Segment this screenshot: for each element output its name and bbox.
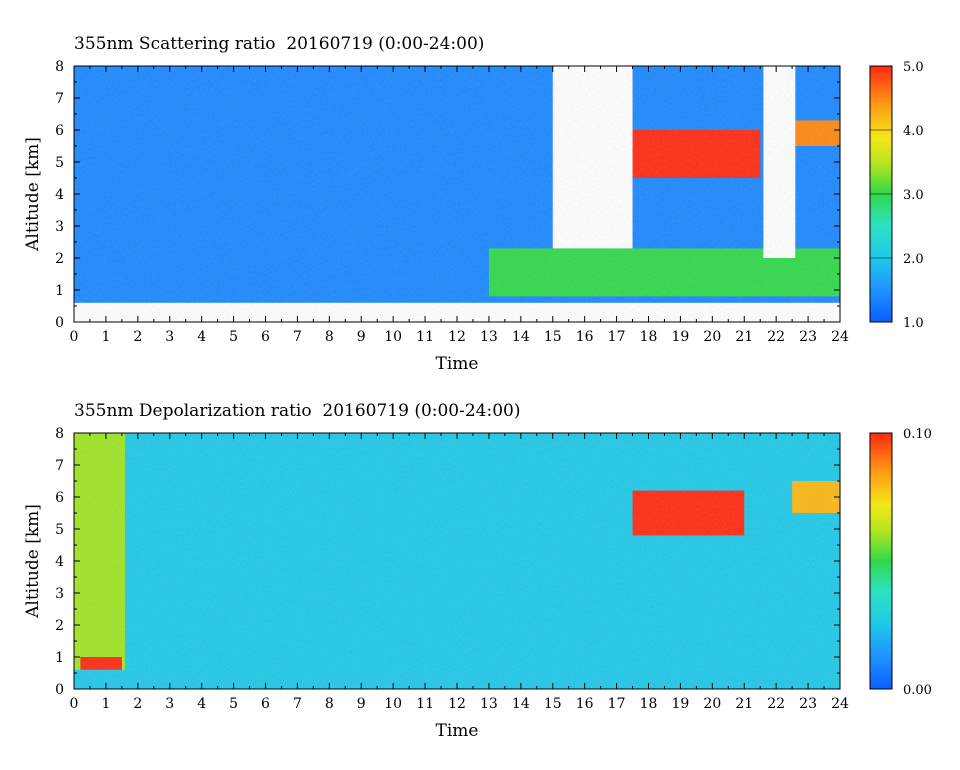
colorbar-tick-label: 4.0: [903, 124, 924, 139]
y-tick-label: 8: [55, 59, 64, 75]
x-tick-label: 12: [448, 329, 466, 345]
heatmap-texture: [74, 66, 840, 322]
x-tick-label: 0: [70, 329, 79, 345]
x-tick-label: 11: [416, 329, 434, 345]
x-tick-label: 1: [101, 329, 110, 345]
scattering-ratio-title: 355nm Scattering ratio 20160719 (0:00-24…: [74, 34, 484, 54]
x-tick-label: 0: [70, 696, 79, 712]
scattering-ratio-ylabel: Altitude [km]: [23, 137, 43, 252]
y-tick-label: 7: [55, 91, 64, 107]
colorbar-tick-label: 3.0: [903, 188, 924, 203]
x-tick-label: 14: [512, 696, 530, 712]
x-tick-label: 4: [197, 696, 206, 712]
y-tick-label: 6: [55, 123, 64, 139]
x-tick-label: 20: [703, 696, 721, 712]
y-tick-label: 1: [55, 283, 64, 299]
y-tick-label: 2: [55, 618, 64, 634]
x-tick-label: 22: [767, 329, 785, 345]
x-tick-label: 1: [101, 696, 110, 712]
x-tick-label: 8: [325, 696, 334, 712]
x-tick-label: 11: [416, 696, 434, 712]
y-tick-label: 5: [55, 522, 64, 538]
x-tick-label: 21: [735, 696, 753, 712]
scattering-ratio-heatmap: [74, 66, 840, 322]
x-tick-label: 24: [831, 329, 849, 345]
x-tick-label: 18: [640, 329, 658, 345]
x-tick-label: 17: [608, 329, 626, 345]
x-tick-label: 4: [197, 329, 206, 345]
y-tick-label: 3: [55, 219, 64, 235]
depolarization-ratio-xlabel: Time: [436, 721, 479, 741]
x-tick-label: 16: [576, 696, 594, 712]
y-tick-label: 2: [55, 251, 64, 267]
x-tick-label: 9: [357, 696, 366, 712]
depolarization-ratio-heatmap: [74, 433, 840, 689]
x-tick-label: 23: [799, 329, 817, 345]
depolarization-ratio-axes: 0 1 2 3 4 5 6 7 8 9 10 11 12 13 14 15 16 17 18 19 20 21 22 23 24…: [55, 426, 849, 712]
depolarization-ratio-ylabel: Altitude [km]: [23, 504, 43, 619]
x-tick-label: 3: [165, 696, 174, 712]
y-tick-label: 5: [55, 155, 64, 171]
x-tick-label: 2: [133, 696, 142, 712]
x-tick-label: 5: [229, 696, 238, 712]
depolarization-ratio-colorbar: [869, 432, 893, 690]
x-tick-label: 22: [767, 696, 785, 712]
scattering-ratio-xlabel: Time: [436, 354, 479, 374]
depolarization-ratio-panel: 355nm Depolarization ratio 20160719 (0:0…: [23, 401, 932, 741]
colorbar-tick-label: 0.00: [903, 683, 932, 698]
x-tick-label: 10: [384, 696, 402, 712]
x-tick-label: 7: [293, 329, 302, 345]
x-tick-label: 3: [165, 329, 174, 345]
x-tick-label: 14: [512, 329, 530, 345]
scattering-ratio-colorbar-ticks: 1.0 2.0 3.0 4.0 5.0: [870, 60, 924, 331]
x-tick-label: 19: [672, 329, 690, 345]
x-tick-label: 17: [608, 696, 626, 712]
x-tick-label: 20: [703, 329, 721, 345]
x-tick-label: 6: [261, 329, 270, 345]
colorbar-tick-label: 2.0: [903, 252, 924, 267]
x-tick-label: 24: [831, 696, 849, 712]
y-tick-label: 0: [55, 315, 64, 331]
x-tick-label: 2: [133, 329, 142, 345]
x-tick-label: 15: [544, 696, 562, 712]
scattering-ratio-panel: 355nm Scattering ratio 20160719 (0:00-24…: [23, 34, 924, 374]
x-tick-label: 7: [293, 696, 302, 712]
x-tick-label: 13: [480, 696, 498, 712]
depolarization-ratio-title: 355nm Depolarization ratio 20160719 (0:0…: [74, 401, 521, 421]
x-tick-label: 6: [261, 696, 270, 712]
x-tick-label: 12: [448, 696, 466, 712]
x-tick-label: 10: [384, 329, 402, 345]
x-tick-label: 15: [544, 329, 562, 345]
y-tick-label: 7: [55, 458, 64, 474]
heatmap-texture: [74, 433, 840, 689]
colorbar-tick-label: 1.0: [903, 316, 924, 331]
y-tick-label: 1: [55, 650, 64, 666]
x-tick-label: 5: [229, 329, 238, 345]
y-tick-label: 6: [55, 490, 64, 506]
x-tick-label: 8: [325, 329, 334, 345]
y-tick-label: 8: [55, 426, 64, 442]
colorbar-tick-label: 0.10: [903, 427, 932, 442]
x-tick-label: 21: [735, 329, 753, 345]
scattering-ratio-axes: 0 1 2 3 4 5 6 7 8 9 10 11 12 13 14 15 16 17 18 19 20 21 22 23 24…: [55, 59, 849, 345]
x-tick-label: 23: [799, 696, 817, 712]
x-tick-label: 19: [672, 696, 690, 712]
y-tick-label: 0: [55, 682, 64, 698]
y-tick-label: 3: [55, 586, 64, 602]
x-tick-label: 13: [480, 329, 498, 345]
depolarization-ratio-colorbar-ticks: 0.00 0.10: [870, 427, 932, 698]
x-tick-label: 18: [640, 696, 658, 712]
y-tick-label: 4: [55, 554, 64, 570]
x-tick-label: 9: [357, 329, 366, 345]
colorbar-tick-label: 5.0: [903, 60, 924, 75]
y-tick-label: 4: [55, 187, 64, 203]
x-tick-label: 16: [576, 329, 594, 345]
